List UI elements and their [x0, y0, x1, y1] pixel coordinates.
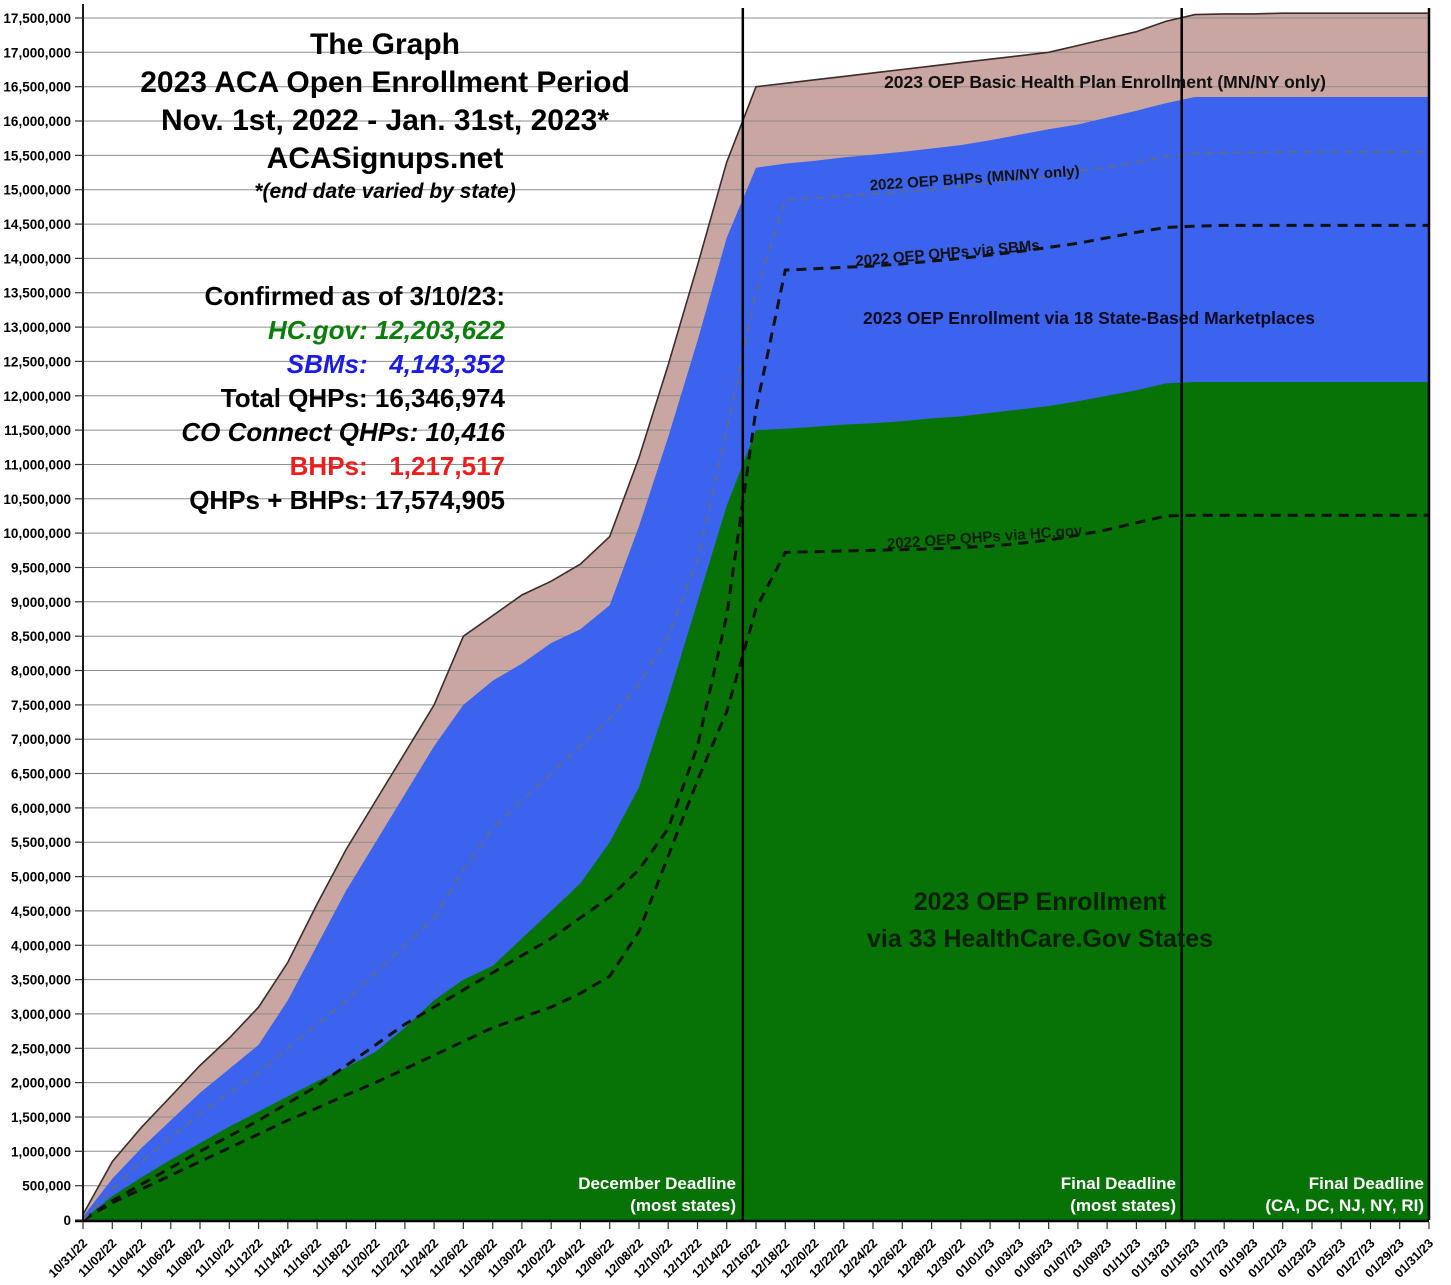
y-tick-label: 4,000,000 [11, 938, 71, 953]
y-tick-label: 7,500,000 [11, 698, 71, 713]
chart-annotation-5: 2023 OEP Enrollment [914, 888, 1167, 916]
y-tick-label: 7,000,000 [11, 732, 71, 747]
chart-annotation-6: via 33 HealthCare.Gov States [867, 925, 1213, 953]
y-tick-label: 5,000,000 [11, 870, 71, 885]
y-tick-label: 8,000,000 [11, 664, 71, 679]
stats-row-2: Total QHPs: 16,346,974 [220, 383, 505, 413]
y-tick-label: 1,500,000 [11, 1110, 71, 1125]
y-tick-label: 16,000,000 [3, 114, 71, 129]
stats-row-0: HC.gov: 12,203,622 [267, 315, 505, 345]
y-tick-label: 3,500,000 [11, 973, 71, 988]
bhp-area-outline [82, 12, 1429, 1215]
title-site-name: ACASignups.net [266, 142, 504, 175]
y-tick-label: 6,000,000 [11, 801, 71, 816]
area-2023-hcgov [83, 382, 1429, 1220]
confirmed-stats-block: Confirmed as of 3/10/23: HC.gov: 12,203,… [0, 279, 505, 517]
chart-annotation-9: Final Deadline [1061, 1174, 1176, 1193]
y-tick-label: 10,000,000 [3, 526, 71, 541]
y-tick-label: 17,000,000 [3, 45, 71, 60]
chart-annotation-8: (most states) [630, 1196, 736, 1215]
title-footnote: *(end date varied by state) [254, 180, 516, 203]
y-tick-label: 14,000,000 [3, 251, 71, 266]
stats-row-3: CO Connect QHPs: 10,416 [181, 417, 505, 447]
y-tick-label: 5,500,000 [11, 835, 71, 850]
title-line-2: 2023 ACA Open Enrollment Period [140, 66, 630, 99]
y-tick-label: 11,000,000 [4, 458, 71, 473]
y-tick-label: 12,500,000 [3, 354, 71, 369]
stats-row-1: SBMs: 4,143,352 [286, 349, 505, 379]
y-tick-label: 17,500,000 [3, 11, 71, 26]
y-tick-label: 12,000,000 [3, 389, 71, 404]
y-tick-label: 11,500,000 [4, 423, 71, 438]
chart-annotation-10: (most states) [1070, 1196, 1176, 1215]
chart-annotation-7: December Deadline [578, 1174, 736, 1193]
chart-annotation-11: Final Deadline [1309, 1174, 1424, 1193]
y-tick-label: 16,500,000 [3, 80, 71, 95]
chart-title-block: The Graph 2023 ACA Open Enrollment Perio… [85, 26, 685, 205]
y-tick-label: 13,000,000 [3, 320, 71, 335]
stats-row-5: QHPs + BHPs: 17,574,905 [189, 485, 505, 515]
y-tick-label: 500,000 [22, 1179, 71, 1194]
y-tick-label: 2,500,000 [11, 1041, 71, 1056]
title-line-1: The Graph [309, 28, 460, 61]
chart-annotation-3: 2023 OEP Enrollment via 18 State-Based M… [863, 308, 1315, 328]
y-tick-label: 2,000,000 [11, 1076, 71, 1091]
y-tick-label: 15,500,000 [3, 148, 71, 163]
y-tick-label: 15,000,000 [3, 183, 71, 198]
y-tick-label: 3,000,000 [11, 1007, 71, 1022]
y-tick-label: 4,500,000 [11, 904, 71, 919]
y-tick-label: 10,500,000 [3, 492, 71, 507]
chart-annotation-12: (CA, DC, NJ, NY, RI) [1265, 1196, 1424, 1215]
stats-row-4: BHPs: 1,217,517 [289, 451, 505, 481]
y-tick-label: 9,000,000 [11, 595, 71, 610]
y-tick-label: 8,500,000 [11, 629, 71, 644]
y-tick-label: 14,500,000 [3, 217, 71, 232]
y-tick-label: 0 [63, 1213, 71, 1228]
stats-heading: Confirmed as of 3/10/23: [204, 281, 505, 311]
y-tick-label: 9,500,000 [11, 561, 71, 576]
stats-rows: HC.gov: 12,203,622 SBMs: 4,143,352 Total Q… [0, 313, 505, 517]
y-tick-label: 6,500,000 [11, 767, 71, 782]
dashed-line-2022-hcgov [82, 513, 1429, 1222]
title-line-3: Nov. 1st, 2022 - Jan. 31st, 2023* [160, 104, 610, 137]
chart-annotation-0: 2023 OEP Basic Health Plan Enrollment (M… [884, 72, 1326, 92]
dashed-line-2022-sbm [82, 223, 1429, 1222]
y-tick-label: 13,500,000 [3, 286, 71, 301]
y-tick-label: 1,000,000 [11, 1144, 71, 1159]
